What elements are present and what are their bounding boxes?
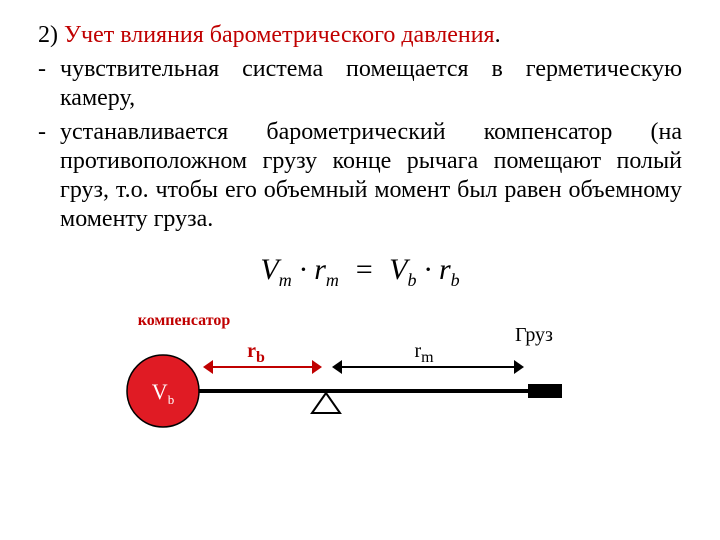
formula-dot: ·	[424, 253, 432, 286]
heading-title: Учет влияния барометрического давления	[64, 22, 495, 48]
formula-sym: V	[260, 253, 278, 286]
rb-label: rb	[247, 340, 265, 366]
load-label: Груз	[515, 324, 553, 346]
formula-sub: b	[451, 270, 460, 290]
formula-sym: r	[314, 253, 326, 286]
formula-eq: =	[354, 253, 374, 286]
formula-sym: V	[389, 253, 407, 286]
list-item-text: чувствительная система помещается в герм…	[60, 55, 682, 114]
rb-arrow-head	[203, 360, 213, 374]
formula-sub: m	[326, 270, 339, 290]
dash-icon: -	[38, 55, 60, 114]
section-heading: 2) Учет влияния барометрического давлени…	[38, 22, 682, 49]
bullet-list: - чувствительная система помещается в ге…	[38, 55, 682, 235]
formula-sym: r	[439, 253, 451, 286]
list-item: - устанавливается барометрический компен…	[38, 118, 682, 235]
rm-arrow-head	[332, 360, 342, 374]
load-block	[528, 384, 562, 398]
formula-sub: m	[279, 270, 292, 290]
rm-arrow-head	[514, 360, 524, 374]
formula-dot: ·	[299, 253, 307, 286]
rb-arrow-head	[312, 360, 322, 374]
fulcrum-icon	[312, 393, 340, 413]
heading-dot: .	[495, 22, 501, 48]
lever-diagram: VbrbrmкомпенсаторГруз	[108, 305, 588, 435]
formula: Vm · rm = Vb · rb	[38, 253, 682, 291]
compensator-label: компенсатор	[138, 312, 231, 329]
heading-number: 2)	[38, 22, 58, 48]
list-item-text: устанавливается барометрический компенса…	[60, 118, 682, 235]
dash-icon: -	[38, 118, 60, 235]
rm-label: rm	[414, 340, 434, 366]
list-item: - чувствительная система помещается в ге…	[38, 55, 682, 114]
formula-sub: b	[407, 270, 416, 290]
